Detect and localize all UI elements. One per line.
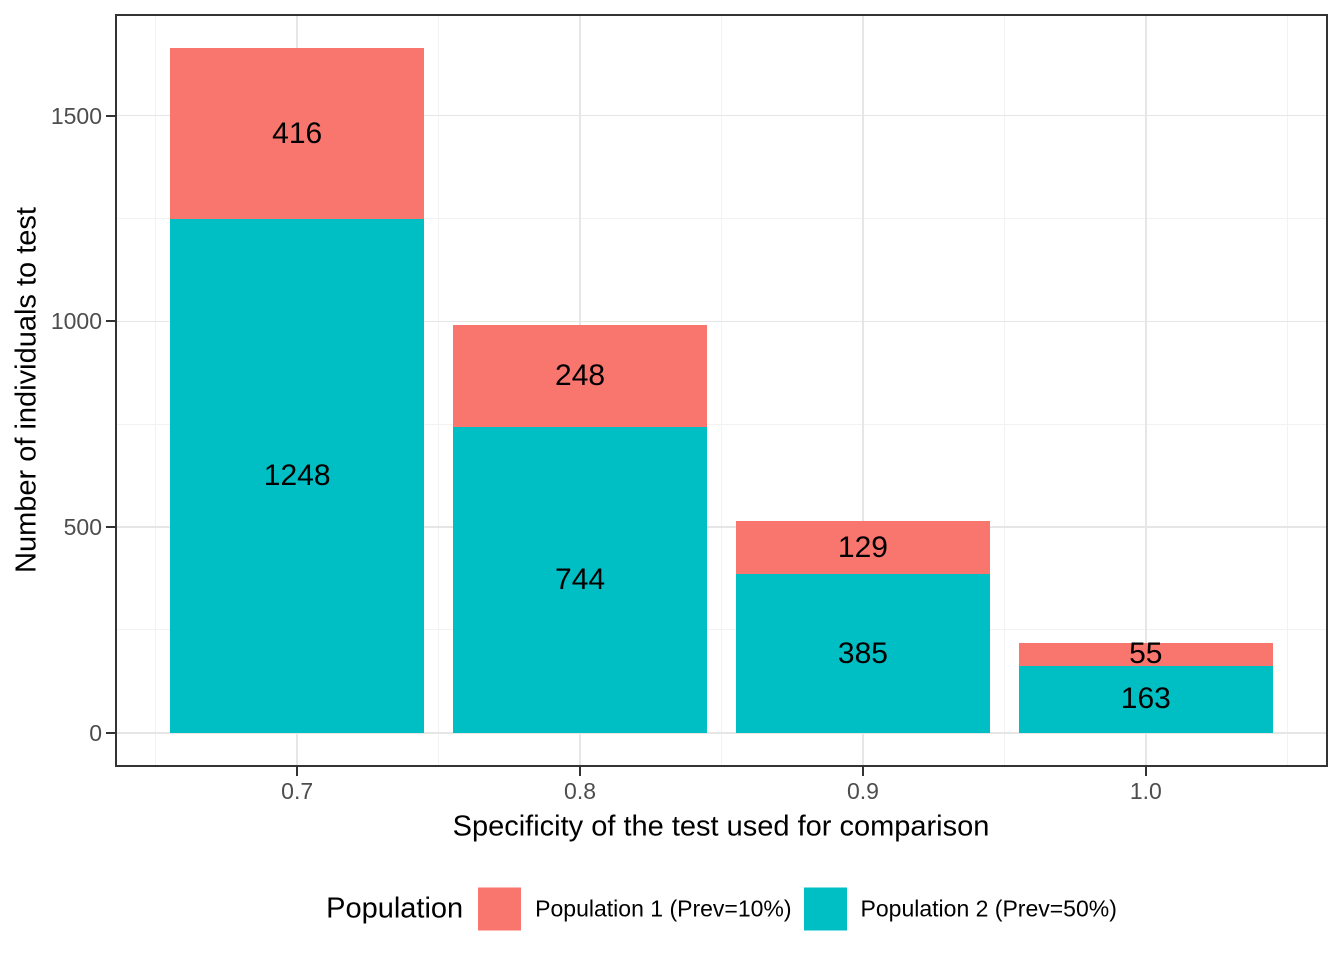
bar-value-label-0.9-series-1: 129 — [837, 530, 888, 564]
gridline-major-y — [115, 732, 1328, 734]
y-axis-title: Number of individuals to test — [10, 207, 43, 573]
x-axis-tick-mark — [296, 767, 299, 776]
x-axis-tick-label: 0.8 — [564, 778, 597, 804]
y-axis-tick-mark — [106, 320, 115, 323]
legend-item-2: Population 2 (Prev=50%) — [803, 887, 1117, 931]
gridline-minor-x — [438, 14, 440, 767]
x-axis-tick-label: 1.0 — [1129, 778, 1162, 804]
bar-value-label-0.7-series-2: 1248 — [263, 459, 331, 493]
x-axis-title: Specificity of the test used for compari… — [452, 810, 990, 843]
bar-segment-1.0-series-2 — [1018, 665, 1274, 733]
legend-key-swatch-2 — [803, 887, 847, 931]
bar-value-label-0.8-series-1: 248 — [555, 358, 606, 392]
bar-value-label-1.0-series-1: 55 — [1129, 637, 1163, 671]
bar-segment-0.8-series-1 — [452, 324, 708, 427]
x-axis-tick-mark — [1144, 767, 1147, 776]
gridline-major-y — [115, 526, 1328, 528]
gridline-major-y — [115, 114, 1328, 117]
bar-segment-1.0-series-1 — [1018, 643, 1274, 666]
y-axis-tick-mark — [106, 731, 115, 734]
legend: Population Population 1 (Prev=10%) Popula… — [115, 887, 1328, 931]
plot-panel: 1248 416 744 248 385 129 163 55 — [115, 14, 1328, 767]
bar-value-label-0.8-series-2: 744 — [555, 562, 606, 596]
gridline-minor-x — [1003, 14, 1005, 767]
gridline-minor-x — [1286, 14, 1288, 767]
y-axis-tick-mark — [106, 114, 115, 117]
y-axis-tick-mark — [106, 526, 115, 529]
bar-value-label-1.0-series-2: 163 — [1120, 682, 1171, 716]
gridline-major-x — [862, 14, 864, 767]
bar-segment-0.9-series-1 — [735, 521, 991, 575]
legend-label-1: Population 1 (Prev=10%) — [535, 895, 792, 922]
x-axis-tick-label: 0.9 — [846, 778, 879, 804]
x-axis-tick-mark — [579, 767, 582, 776]
legend-items: Population 1 (Prev=10%) Population 2 (Pre… — [478, 887, 1117, 931]
bar-segment-0.7-series-2 — [169, 219, 425, 733]
y-axis-tick-label: 500 — [63, 514, 102, 541]
gridline-minor-x — [155, 14, 157, 767]
legend-label-2: Population 2 (Prev=50%) — [860, 895, 1117, 922]
bar-value-label-0.7-series-1: 416 — [272, 116, 323, 150]
x-axis-tick-label: 0.7 — [281, 778, 314, 804]
bar-segment-0.7-series-1 — [169, 48, 425, 220]
bar-segment-0.8-series-2 — [452, 426, 708, 733]
gridline-minor-x — [721, 14, 722, 767]
gridline-major-y — [115, 320, 1328, 323]
x-axis-tick-mark — [861, 767, 864, 776]
legend-title: Population — [326, 892, 464, 925]
y-axis-tick-label: 1000 — [50, 308, 102, 335]
gridline-major-x — [1145, 14, 1147, 767]
y-axis-tick-label: 1500 — [50, 102, 102, 129]
bar-segment-0.9-series-2 — [735, 574, 991, 733]
legend-key-swatch-1 — [478, 887, 522, 931]
y-axis-tick-label: 0 — [89, 719, 102, 746]
legend-item-1: Population 1 (Prev=10%) — [478, 887, 792, 931]
bar-value-label-0.9-series-2: 385 — [837, 636, 888, 670]
